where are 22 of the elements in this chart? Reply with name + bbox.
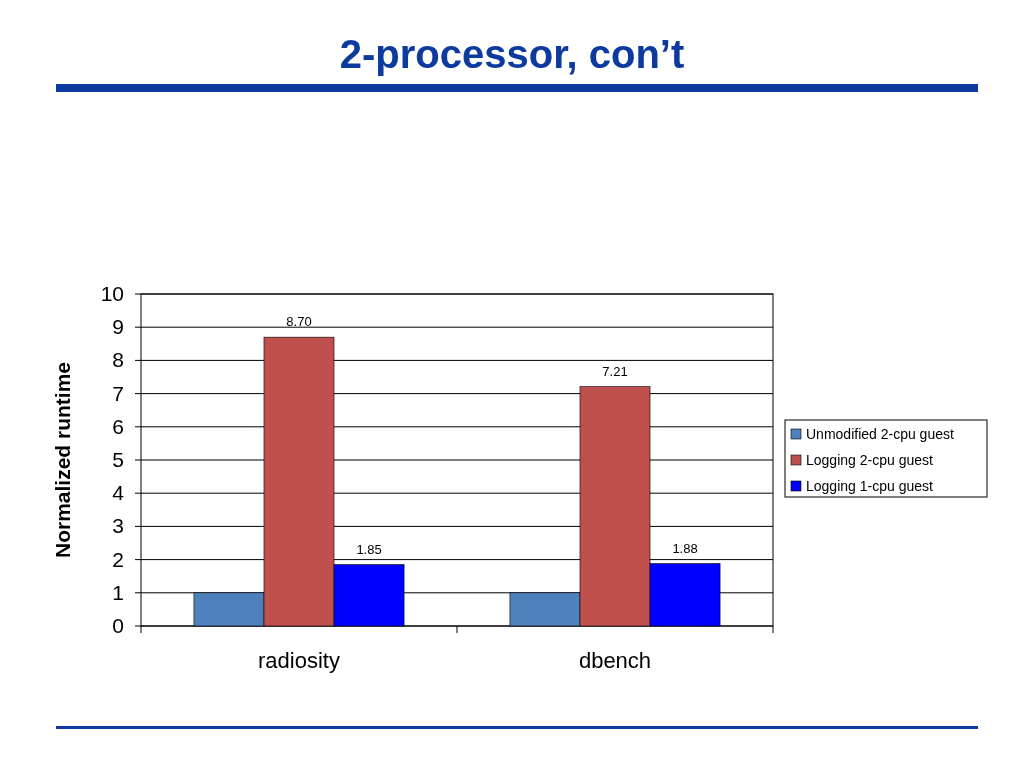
y-axis-title: Normalized runtime — [51, 361, 74, 559]
data-label: 8.70 — [286, 314, 312, 330]
data-label: 1.88 — [672, 540, 698, 556]
y-tick-label: 1 — [112, 580, 124, 604]
x-tick-label: radiosity — [258, 648, 340, 673]
y-tick-label: 8 — [112, 348, 124, 372]
x-tick-label: dbench — [578, 648, 652, 673]
data-label: 1.85 — [356, 541, 382, 557]
legend-label: Logging 1-cpu guest — [806, 478, 933, 494]
data-label: 7.21 — [602, 363, 628, 379]
y-tick-label: 9 — [112, 315, 124, 339]
chart-title: 2-processor, con’t — [339, 32, 685, 76]
y-tick-label: 2 — [112, 547, 124, 571]
y-tick-label: 7 — [112, 381, 124, 405]
y-tick-label: 4 — [112, 481, 125, 505]
y-tick-label: 10 — [100, 282, 124, 305]
y-tick-label: 6 — [112, 414, 124, 438]
y-tick-label: 0 — [112, 614, 124, 637]
y-tick-label: 3 — [112, 514, 124, 538]
legend-label: Logging 2-cpu guest — [806, 452, 933, 468]
y-tick-label: 5 — [112, 448, 124, 471]
legend-label: Unmodified 2-cpu guest — [806, 426, 954, 442]
